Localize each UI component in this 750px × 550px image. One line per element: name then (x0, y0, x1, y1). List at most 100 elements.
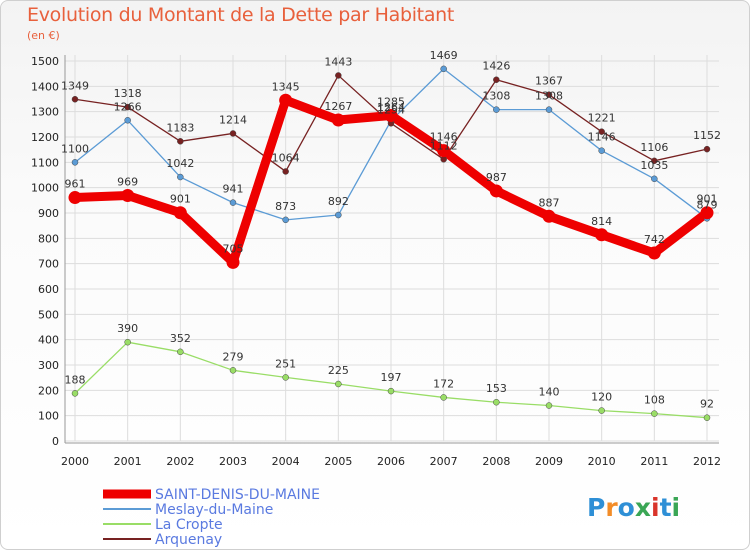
data-label: 1152 (693, 129, 721, 142)
data-label: 1146 (588, 131, 616, 144)
data-label: 120 (591, 391, 612, 404)
data-point (177, 173, 184, 181)
data-point (173, 206, 187, 220)
data-point (489, 184, 503, 198)
data-point (700, 206, 714, 220)
data-label: 892 (328, 195, 349, 208)
data-label: 1214 (219, 113, 247, 126)
data-point (229, 130, 237, 137)
y-tick-label: 1500 (31, 55, 59, 68)
legend-label: La Cropte (155, 517, 223, 533)
y-tick-label: 1400 (31, 80, 59, 93)
data-label: 873 (275, 200, 296, 213)
data-label: 92 (700, 398, 714, 411)
y-tick-label: 300 (38, 359, 59, 372)
data-label: 1367 (535, 75, 563, 88)
x-tick-label: 2007 (430, 455, 458, 468)
data-label: 1100 (61, 142, 89, 155)
data-label: 941 (223, 183, 244, 196)
y-tick-label: 1200 (31, 131, 59, 144)
legend-label: Meslay-du-Maine (155, 502, 273, 518)
data-label: 1349 (61, 79, 89, 92)
data-label: 1266 (114, 100, 142, 113)
data-label: 172 (433, 377, 454, 390)
data-point (124, 117, 131, 124)
data-point (71, 390, 79, 397)
data-point (542, 209, 556, 223)
data-label: 140 (539, 386, 560, 399)
data-label: 969 (117, 176, 138, 189)
data-point (124, 103, 131, 111)
proxiti-logo: Proxiti (587, 493, 681, 522)
x-tick-label: 2010 (588, 455, 616, 468)
data-point (226, 255, 240, 269)
data-label: 1183 (166, 121, 194, 134)
data-point (331, 113, 345, 127)
data-label: 188 (65, 373, 86, 386)
data-label: 197 (381, 371, 402, 384)
data-point (651, 157, 658, 165)
legend-label: SAINT-DENIS-DU-MAINE (155, 487, 320, 503)
data-label: 1318 (114, 87, 142, 100)
x-tick-label: 2006 (377, 455, 405, 468)
legend-label: Arquenay (155, 532, 222, 548)
y-tick-label: 100 (38, 410, 59, 423)
data-point (282, 374, 289, 381)
data-point (177, 348, 184, 356)
data-point (647, 246, 661, 260)
data-point (121, 189, 135, 203)
chart-title: Evolution du Montant de la Dette par Hab… (27, 4, 455, 26)
data-label: 279 (223, 350, 244, 363)
data-label: 251 (275, 357, 296, 370)
data-point (335, 72, 342, 79)
y-tick-label: 700 (38, 258, 59, 271)
data-point (71, 159, 79, 166)
data-label: 1469 (430, 49, 458, 62)
x-tick-label: 2004 (272, 455, 300, 468)
y-tick-label: 200 (38, 384, 59, 397)
data-point (68, 191, 82, 205)
data-label: 879 (697, 198, 718, 211)
y-tick-label: 600 (38, 283, 59, 296)
data-label: 1106 (640, 141, 668, 154)
data-label: 1064 (272, 151, 300, 164)
data-point (545, 91, 553, 98)
data-label: 352 (170, 332, 191, 345)
data-point (651, 175, 658, 183)
data-label: 108 (644, 394, 665, 407)
x-tick-label: 2001 (114, 455, 142, 468)
chart-subtitle: (en €) (27, 29, 60, 42)
data-point (703, 145, 711, 153)
x-tick-label: 2009 (535, 455, 563, 468)
data-label: 390 (117, 322, 138, 335)
data-point (595, 228, 609, 242)
data-point (493, 398, 500, 406)
data-point (493, 76, 500, 83)
data-point (598, 147, 605, 154)
data-point (384, 108, 398, 122)
data-point (124, 338, 131, 346)
data-point (598, 128, 605, 135)
data-point (71, 96, 79, 103)
data-label: 1443 (324, 55, 352, 68)
x-tick-label: 2008 (482, 455, 510, 468)
data-label: 1042 (166, 157, 194, 170)
data-label: 1221 (588, 112, 616, 125)
data-label: 901 (170, 193, 191, 206)
y-tick-label: 500 (38, 308, 59, 321)
data-point (282, 168, 289, 175)
data-point (229, 367, 237, 374)
y-tick-label: 1300 (31, 106, 59, 119)
data-label: 225 (328, 364, 349, 377)
data-point (335, 380, 342, 388)
data-label: 1308 (535, 90, 563, 103)
x-tick-label: 2003 (219, 455, 247, 468)
data-point (282, 216, 289, 224)
y-tick-label: 900 (38, 207, 59, 220)
data-label: 1285 (377, 95, 405, 108)
data-label: 1308 (482, 90, 510, 103)
data-label: 1254 (377, 103, 405, 116)
y-tick-label: 1000 (31, 182, 59, 195)
data-point (229, 199, 237, 206)
